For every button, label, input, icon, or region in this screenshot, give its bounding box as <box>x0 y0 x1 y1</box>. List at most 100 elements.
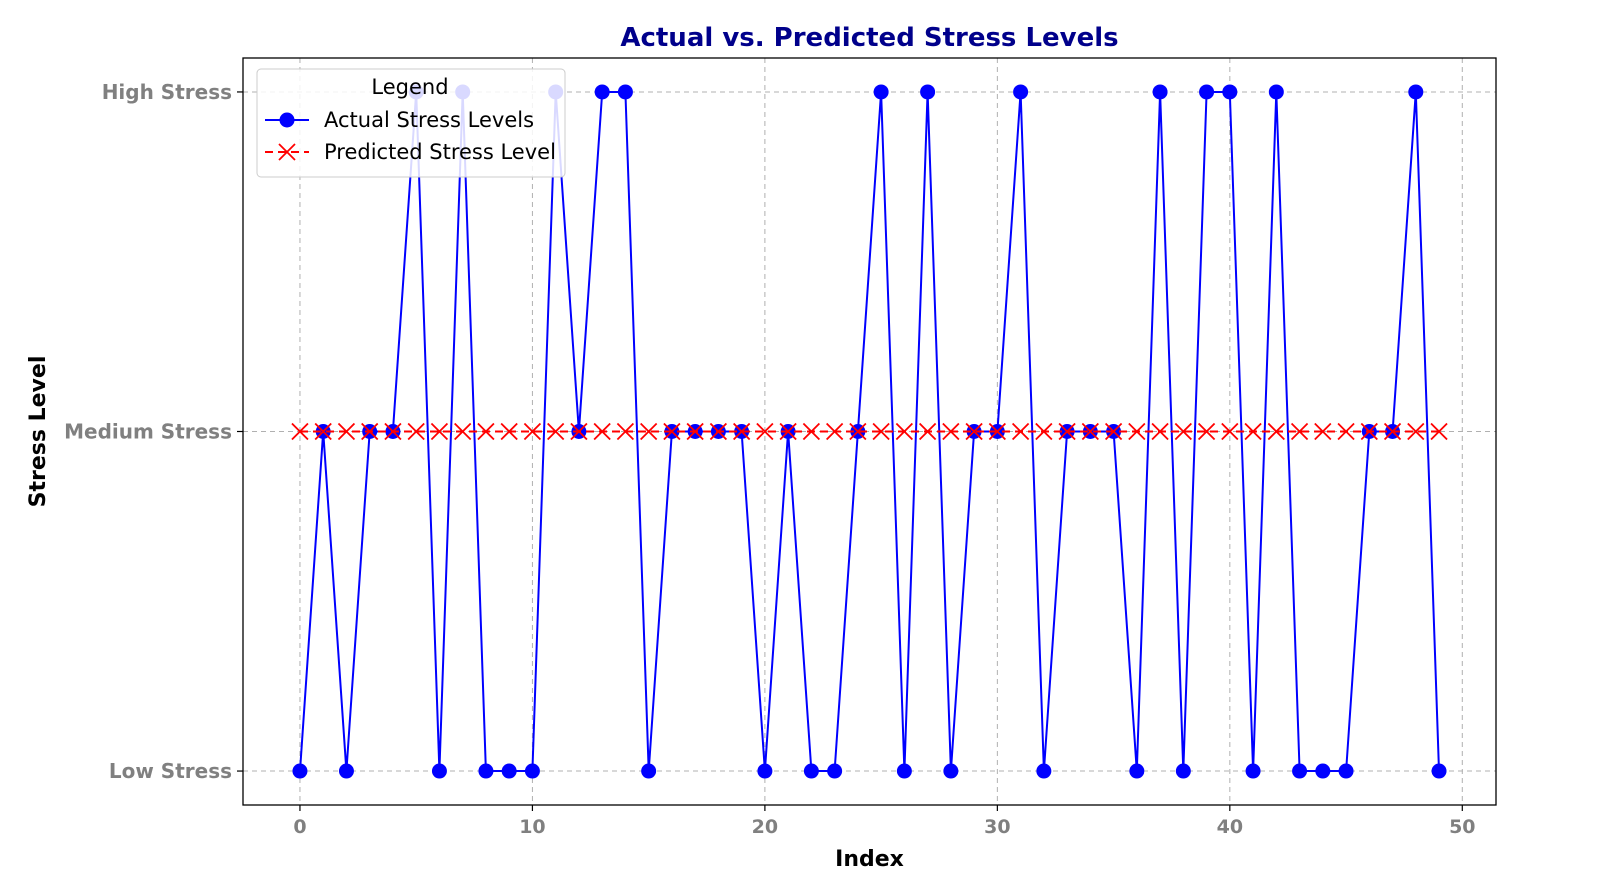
actual-point <box>617 84 633 100</box>
predicted-point <box>1290 422 1309 441</box>
predicted-point <box>1267 422 1285 441</box>
predicted-point <box>1407 422 1425 441</box>
x-tick-label: 50 <box>1449 816 1475 838</box>
actual-point <box>1292 763 1308 779</box>
predicted-point <box>1360 422 1378 441</box>
legend-marker <box>278 143 296 161</box>
predicted-point <box>477 422 495 441</box>
actual-point <box>478 763 494 779</box>
predicted-point <box>337 422 356 441</box>
predicted-point <box>1035 422 1053 441</box>
x-axis-label: Index <box>835 847 904 872</box>
actual-point <box>896 763 912 779</box>
predicted-point <box>1383 422 1402 441</box>
legend-marker <box>279 112 295 128</box>
predicted-point <box>686 422 704 441</box>
predicted-point <box>1430 422 1448 441</box>
legend-entry: Actual Stress Levels <box>265 108 534 132</box>
actual-point <box>594 84 610 100</box>
actual-point <box>292 763 308 779</box>
predicted-point <box>825 422 844 441</box>
actual-point <box>1245 763 1261 779</box>
legend-label: Actual Stress Levels <box>324 108 534 132</box>
predicted-point <box>547 422 565 441</box>
predicted-point <box>1197 422 1216 441</box>
predicted-point <box>1128 422 1146 441</box>
actual-point <box>338 763 354 779</box>
predicted-point <box>802 422 821 441</box>
legend-entry: Predicted Stress Level <box>265 140 556 164</box>
actual-point <box>1315 763 1331 779</box>
actual-point <box>1013 84 1029 100</box>
x-tick-label: 20 <box>752 816 778 838</box>
actual-point <box>1222 84 1238 100</box>
predicted-point <box>733 422 751 441</box>
predicted-point <box>616 422 635 441</box>
actual-point <box>757 763 773 779</box>
predicted-point <box>918 422 937 441</box>
x-tick-label: 40 <box>1217 816 1243 838</box>
predicted-point <box>709 422 728 441</box>
legend-box <box>256 68 566 178</box>
predicted-point <box>430 422 449 441</box>
legend-title: Legend <box>371 75 448 99</box>
actual-point <box>641 763 657 779</box>
x-axis: 0 10 20 30 40 50 <box>293 805 1476 838</box>
legend-label: Predicted Stress Level <box>324 140 556 164</box>
predicted-point <box>314 422 332 441</box>
actual-point <box>501 763 517 779</box>
predicted-point <box>849 422 867 441</box>
predicted-point <box>1081 422 1099 441</box>
y-axis: Low Stress Medium Stress High Stress <box>64 80 243 783</box>
actual-point <box>1431 763 1447 779</box>
predicted-point <box>523 422 542 441</box>
predicted-point <box>942 422 960 441</box>
predicted-point <box>1011 422 1030 441</box>
actual-point <box>1268 84 1284 100</box>
predicted-point <box>1221 422 1239 441</box>
predicted-point <box>454 422 472 441</box>
x-tick-label: 30 <box>984 816 1010 838</box>
plot-area <box>291 84 1448 779</box>
actual-point <box>431 763 447 779</box>
predicted-point <box>407 422 425 441</box>
predicted-point <box>1244 422 1262 441</box>
actual-point <box>1199 84 1215 100</box>
actual-point <box>1129 763 1145 779</box>
actual-point <box>803 763 819 779</box>
predicted-point <box>872 422 890 441</box>
actual-point <box>827 763 843 779</box>
predicted-point <box>1174 422 1192 441</box>
predicted-point <box>640 422 658 441</box>
predicted-point <box>1104 422 1123 441</box>
predicted-point <box>593 422 611 441</box>
predicted-point <box>361 422 379 441</box>
actual-point <box>1152 84 1168 100</box>
predicted-point <box>663 422 681 441</box>
predicted-point <box>291 422 309 441</box>
predicted-point <box>895 422 914 441</box>
y-axis-label: Stress Level <box>26 356 51 508</box>
actual-point <box>1175 763 1191 779</box>
predicted-point <box>756 422 774 441</box>
actual-point <box>524 763 540 779</box>
predicted-point <box>1151 422 1169 441</box>
y-tick-label: Medium Stress <box>64 420 232 444</box>
chart-title: Actual vs. Predicted Stress Levels <box>620 23 1118 53</box>
y-tick-label: High Stress <box>102 80 232 104</box>
legend: Legend Actual Stress Levels Predicted Str… <box>256 68 566 178</box>
predicted-point <box>1314 422 1332 441</box>
legend-entries: Actual Stress Levels Predicted Stress Lev… <box>265 108 556 164</box>
predicted-point <box>1337 422 1355 441</box>
predicted-point <box>779 422 797 441</box>
y-tick-label: Low Stress <box>109 759 232 783</box>
actual-point <box>943 763 959 779</box>
actual-point <box>1036 763 1052 779</box>
actual-point <box>873 84 889 100</box>
x-tick-label: 10 <box>519 816 545 838</box>
actual-point <box>1338 763 1354 779</box>
predicted-point <box>570 422 588 441</box>
predicted-point <box>988 422 1006 441</box>
